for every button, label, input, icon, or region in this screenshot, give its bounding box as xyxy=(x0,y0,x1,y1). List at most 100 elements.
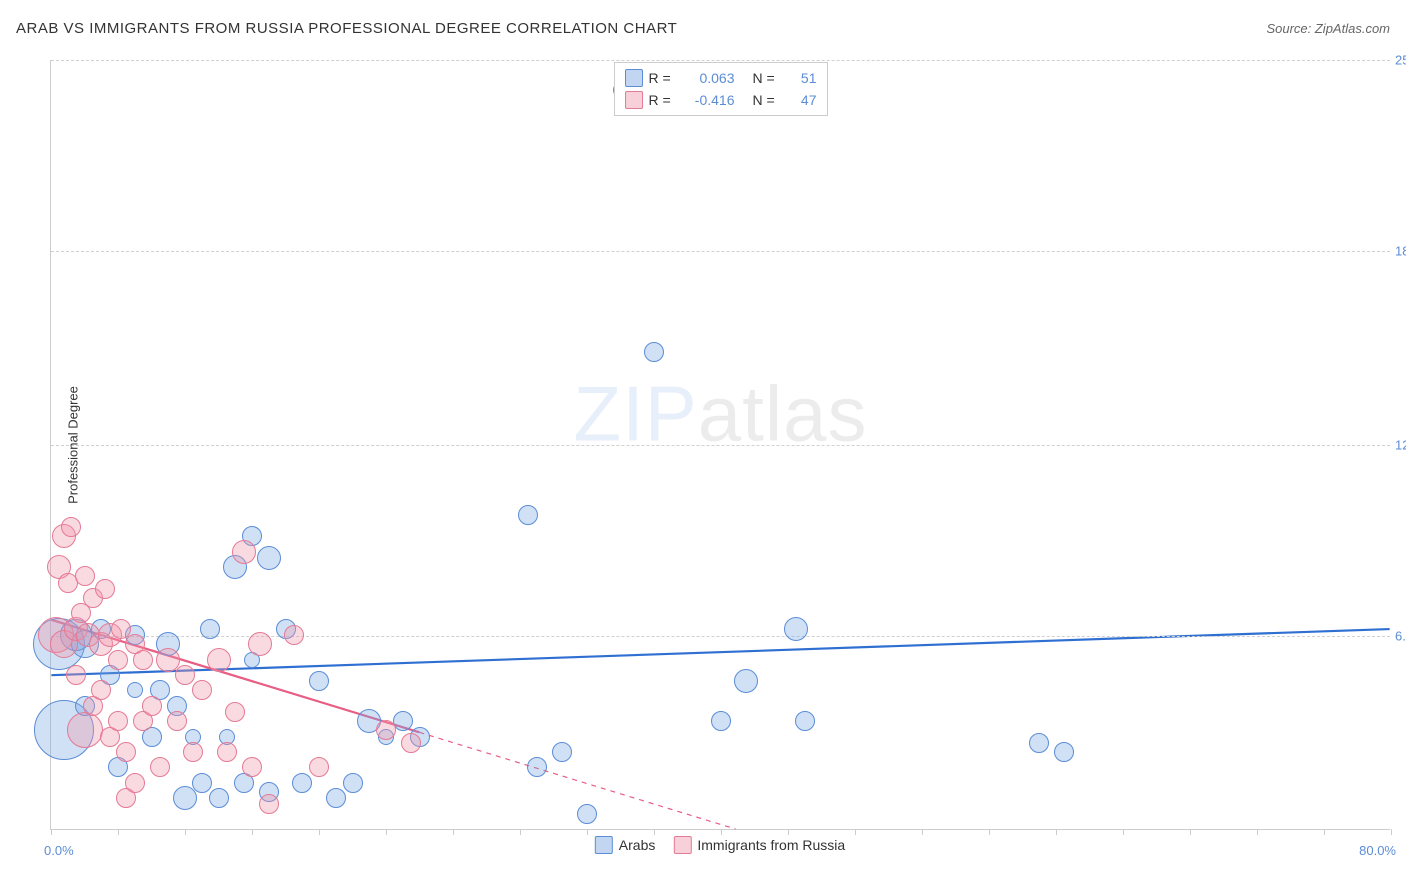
data-point xyxy=(242,757,262,777)
x-tick xyxy=(1257,829,1258,835)
legend-swatch xyxy=(673,836,691,854)
data-point xyxy=(95,579,115,599)
x-tick xyxy=(989,829,990,835)
data-point xyxy=(248,632,272,656)
data-point xyxy=(192,773,212,793)
legend-stat-row: R = -0.416 N = 47 xyxy=(625,89,817,111)
data-point xyxy=(401,733,421,753)
y-tick-label: 25.0% xyxy=(1395,53,1406,68)
data-point xyxy=(127,682,143,698)
x-tick xyxy=(587,829,588,835)
x-tick xyxy=(386,829,387,835)
data-point xyxy=(259,794,279,814)
data-point xyxy=(209,788,229,808)
chart-area: ZIPatlas R =0.063N =51R =-0.416N =47 6.3… xyxy=(50,60,1390,830)
x-tick xyxy=(252,829,253,835)
data-point xyxy=(309,757,329,777)
y-tick-label: 12.5% xyxy=(1395,438,1406,453)
data-point xyxy=(142,696,162,716)
data-point xyxy=(232,540,256,564)
y-tick-label: 6.3% xyxy=(1395,628,1406,643)
x-tick xyxy=(855,829,856,835)
data-point xyxy=(795,711,815,731)
x-tick xyxy=(1324,829,1325,835)
legend-swatch xyxy=(595,836,613,854)
legend-stats: R = 0.063 N = 51 R = -0.416 N = 47 xyxy=(614,62,828,116)
gridline xyxy=(51,251,1390,252)
gridline xyxy=(51,60,1390,61)
x-tick xyxy=(520,829,521,835)
x-tick xyxy=(788,829,789,835)
legend-stat-row: R = 0.063 N = 51 xyxy=(625,67,817,89)
chart-title: ARAB VS IMMIGRANTS FROM RUSSIA PROFESSIO… xyxy=(16,20,677,37)
data-point xyxy=(66,665,86,685)
data-point xyxy=(376,720,396,740)
data-point xyxy=(167,711,187,731)
data-point xyxy=(133,650,153,670)
x-axis-max-label: 80.0% xyxy=(1359,843,1396,858)
data-point xyxy=(225,702,245,722)
legend-item: Arabs xyxy=(595,836,656,854)
data-point xyxy=(183,742,203,762)
x-tick xyxy=(922,829,923,835)
data-point xyxy=(527,757,547,777)
legend-n-value: 47 xyxy=(787,89,817,111)
legend-swatch xyxy=(625,69,643,87)
legend-r-label: R = xyxy=(649,67,677,89)
data-point xyxy=(67,712,103,748)
legend-n-label: N = xyxy=(753,89,781,111)
legend-label: Immigrants from Russia xyxy=(697,837,845,853)
data-point xyxy=(1029,733,1049,753)
legend-item: Immigrants from Russia xyxy=(673,836,845,854)
x-tick xyxy=(453,829,454,835)
x-tick xyxy=(1056,829,1057,835)
legend-r-label: R = xyxy=(649,89,677,111)
x-tick xyxy=(118,829,119,835)
data-point xyxy=(207,648,231,672)
x-tick xyxy=(319,829,320,835)
legend-r-value: -0.416 xyxy=(683,89,735,111)
x-tick xyxy=(721,829,722,835)
data-point xyxy=(343,773,363,793)
data-point xyxy=(61,517,81,537)
legend-n-label: N = xyxy=(753,67,781,89)
data-point xyxy=(292,773,312,793)
x-axis-min-label: 0.0% xyxy=(44,843,74,858)
data-point xyxy=(150,757,170,777)
data-point xyxy=(644,342,664,362)
gridline xyxy=(51,445,1390,446)
data-point xyxy=(200,619,220,639)
legend-n-value: 51 xyxy=(787,67,817,89)
data-point xyxy=(108,711,128,731)
x-tick xyxy=(185,829,186,835)
data-point xyxy=(116,742,136,762)
data-point xyxy=(75,566,95,586)
source-label: Source: ZipAtlas.com xyxy=(1266,21,1390,36)
data-point xyxy=(125,773,145,793)
data-point xyxy=(108,650,128,670)
data-point xyxy=(173,786,197,810)
data-point xyxy=(326,788,346,808)
legend-label: Arabs xyxy=(619,837,656,853)
data-point xyxy=(309,671,329,691)
x-tick xyxy=(654,829,655,835)
y-axis-title: Professional Degree xyxy=(65,386,80,504)
legend-swatch xyxy=(625,91,643,109)
data-point xyxy=(784,617,808,641)
data-point xyxy=(91,680,111,700)
data-point xyxy=(1054,742,1074,762)
x-tick xyxy=(51,829,52,835)
y-tick-label: 18.8% xyxy=(1395,243,1406,258)
data-point xyxy=(257,546,281,570)
data-point xyxy=(217,742,237,762)
data-point xyxy=(711,711,731,731)
legend-r-value: 0.063 xyxy=(683,67,735,89)
plot-region: ZIPatlas R =0.063N =51R =-0.416N =47 6.3… xyxy=(50,60,1390,830)
data-point xyxy=(192,680,212,700)
x-tick xyxy=(1123,829,1124,835)
data-point xyxy=(284,625,304,645)
data-point xyxy=(175,665,195,685)
data-point xyxy=(518,505,538,525)
data-point xyxy=(577,804,597,824)
x-tick xyxy=(1391,829,1392,835)
